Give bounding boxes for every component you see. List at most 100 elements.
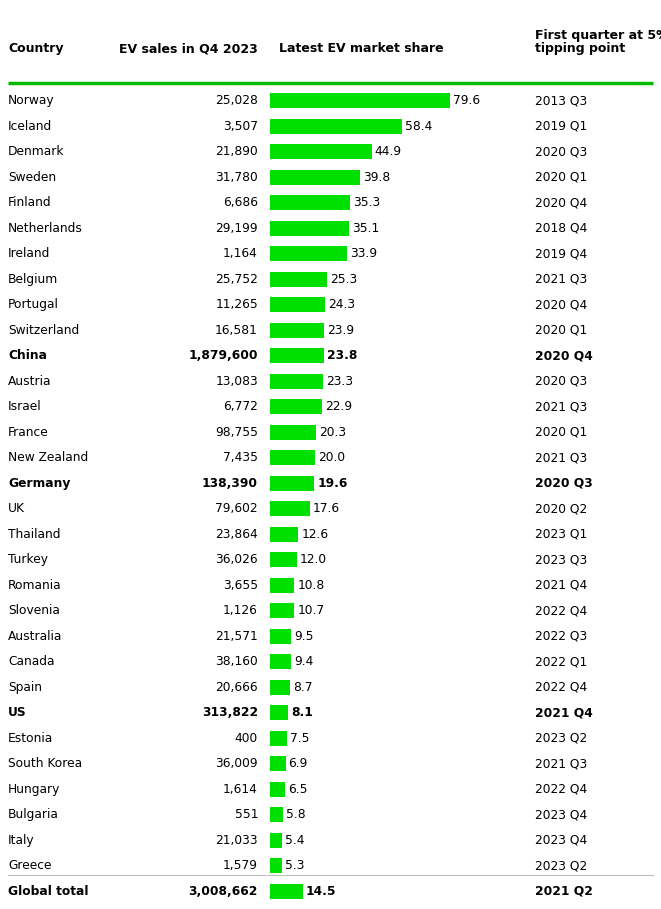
Text: 2020 Q3: 2020 Q3 bbox=[535, 476, 593, 490]
Text: 2019 Q4: 2019 Q4 bbox=[535, 247, 587, 260]
Text: 2013 Q3: 2013 Q3 bbox=[535, 95, 587, 107]
Text: 23,864: 23,864 bbox=[215, 528, 258, 541]
Bar bbox=[270, 731, 287, 746]
Bar bbox=[270, 552, 297, 567]
Text: EV sales in Q4 2023: EV sales in Q4 2023 bbox=[119, 42, 258, 55]
Text: Estonia: Estonia bbox=[8, 732, 54, 744]
Text: 35.1: 35.1 bbox=[352, 222, 379, 235]
Text: Iceland: Iceland bbox=[8, 120, 52, 133]
Bar bbox=[270, 577, 294, 593]
Text: Turkey: Turkey bbox=[8, 554, 48, 566]
Text: 31,780: 31,780 bbox=[215, 171, 258, 184]
Bar bbox=[270, 475, 315, 491]
Bar bbox=[270, 348, 324, 364]
Text: Latest EV market share: Latest EV market share bbox=[279, 42, 444, 55]
Bar bbox=[270, 450, 315, 465]
Text: Country: Country bbox=[8, 42, 63, 55]
Text: First quarter at 5%: First quarter at 5% bbox=[535, 29, 661, 42]
Bar bbox=[270, 93, 450, 108]
Text: Netherlands: Netherlands bbox=[8, 222, 83, 235]
Text: Finland: Finland bbox=[8, 196, 52, 209]
Text: 58.4: 58.4 bbox=[405, 120, 432, 133]
Text: UK: UK bbox=[8, 503, 25, 515]
Text: 138,390: 138,390 bbox=[202, 476, 258, 490]
Bar bbox=[270, 425, 316, 440]
Text: 12.0: 12.0 bbox=[300, 554, 327, 566]
Text: Spain: Spain bbox=[8, 681, 42, 694]
Text: 19.6: 19.6 bbox=[317, 476, 348, 490]
Text: 2021 Q3: 2021 Q3 bbox=[535, 400, 587, 414]
Bar bbox=[270, 603, 294, 618]
Text: 6.9: 6.9 bbox=[289, 757, 308, 770]
Text: Israel: Israel bbox=[8, 400, 42, 414]
Text: 2023 Q4: 2023 Q4 bbox=[535, 808, 587, 821]
Text: 2021 Q4: 2021 Q4 bbox=[535, 579, 587, 592]
Bar bbox=[270, 297, 325, 313]
Bar bbox=[270, 833, 282, 848]
Text: Italy: Italy bbox=[8, 834, 34, 847]
Text: 20.3: 20.3 bbox=[319, 425, 346, 439]
Text: 10.7: 10.7 bbox=[297, 604, 325, 617]
Text: 38,160: 38,160 bbox=[215, 655, 258, 668]
Text: 400: 400 bbox=[235, 732, 258, 744]
Bar bbox=[270, 680, 290, 694]
Text: 2023 Q2: 2023 Q2 bbox=[535, 732, 587, 744]
Bar bbox=[270, 629, 292, 644]
Text: Denmark: Denmark bbox=[8, 145, 65, 158]
Text: 23.3: 23.3 bbox=[326, 375, 353, 388]
Text: 25,028: 25,028 bbox=[215, 95, 258, 107]
Text: 2023 Q1: 2023 Q1 bbox=[535, 528, 587, 541]
Bar bbox=[270, 221, 350, 236]
Text: 79.6: 79.6 bbox=[453, 95, 480, 107]
Text: 44.9: 44.9 bbox=[375, 145, 402, 158]
Text: 2020 Q2: 2020 Q2 bbox=[535, 503, 587, 515]
Text: 13,083: 13,083 bbox=[215, 375, 258, 388]
Text: 2020 Q4: 2020 Q4 bbox=[535, 196, 587, 209]
Bar bbox=[270, 170, 360, 185]
Text: 22.9: 22.9 bbox=[325, 400, 352, 414]
Text: 2023 Q3: 2023 Q3 bbox=[535, 554, 587, 566]
Text: Norway: Norway bbox=[8, 95, 55, 107]
Text: 551: 551 bbox=[235, 808, 258, 821]
Text: 21,890: 21,890 bbox=[215, 145, 258, 158]
Text: 7.5: 7.5 bbox=[290, 732, 309, 744]
Text: New Zealand: New Zealand bbox=[8, 451, 89, 464]
Bar bbox=[270, 145, 371, 159]
Text: Slovenia: Slovenia bbox=[8, 604, 60, 617]
Text: 2022 Q4: 2022 Q4 bbox=[535, 681, 587, 694]
Text: 35.3: 35.3 bbox=[353, 196, 380, 209]
Text: 29,199: 29,199 bbox=[215, 222, 258, 235]
Bar bbox=[270, 118, 402, 134]
Text: 2022 Q3: 2022 Q3 bbox=[535, 630, 587, 643]
Text: 39.8: 39.8 bbox=[363, 171, 390, 184]
Text: 2021 Q3: 2021 Q3 bbox=[535, 273, 587, 285]
Bar bbox=[270, 501, 310, 516]
Bar bbox=[270, 756, 286, 772]
Text: 12.6: 12.6 bbox=[301, 528, 329, 541]
Text: 79,602: 79,602 bbox=[215, 503, 258, 515]
Text: Romania: Romania bbox=[8, 579, 61, 592]
Bar bbox=[270, 654, 292, 669]
Text: 2020 Q4: 2020 Q4 bbox=[535, 298, 587, 311]
Text: 2020 Q4: 2020 Q4 bbox=[535, 349, 593, 363]
Bar bbox=[270, 884, 303, 899]
Text: Global total: Global total bbox=[8, 884, 89, 898]
Text: 36,026: 36,026 bbox=[215, 554, 258, 566]
Text: 2021 Q2: 2021 Q2 bbox=[535, 884, 593, 898]
Text: 2022 Q1: 2022 Q1 bbox=[535, 655, 587, 668]
Text: 6.5: 6.5 bbox=[288, 783, 307, 795]
Text: 2021 Q4: 2021 Q4 bbox=[535, 706, 593, 719]
Text: 8.7: 8.7 bbox=[293, 681, 312, 694]
Text: South Korea: South Korea bbox=[8, 757, 82, 770]
Text: Australia: Australia bbox=[8, 630, 62, 643]
Text: 17.6: 17.6 bbox=[313, 503, 340, 515]
Text: 21,571: 21,571 bbox=[215, 630, 258, 643]
Text: 9.5: 9.5 bbox=[295, 630, 314, 643]
Text: 24.3: 24.3 bbox=[328, 298, 355, 311]
Text: 1,126: 1,126 bbox=[223, 604, 258, 617]
Text: 2022 Q4: 2022 Q4 bbox=[535, 783, 587, 795]
Bar bbox=[270, 374, 323, 389]
Text: 2022 Q4: 2022 Q4 bbox=[535, 604, 587, 617]
Text: 23.9: 23.9 bbox=[327, 324, 354, 336]
Text: 1,579: 1,579 bbox=[223, 859, 258, 873]
